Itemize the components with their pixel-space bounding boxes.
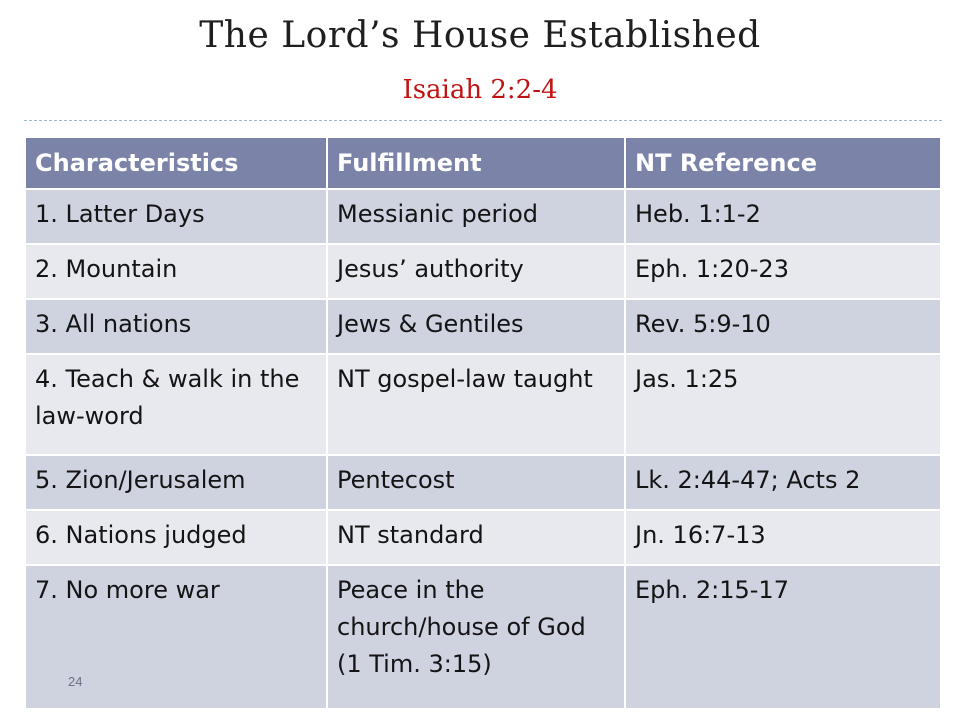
- table-row: 5. Zion/Jerusalem Pentecost Lk. 2:44-47;…: [24, 453, 942, 511]
- table-row: 3. All nations Jews & Gentiles Rev. 5:9-…: [24, 297, 942, 355]
- comparison-table: Characteristics Fulfillment NT Reference…: [24, 136, 942, 711]
- characteristic-cell: 7. No more war: [24, 563, 328, 711]
- fulfillment-cell: Jesus’ authority: [326, 242, 626, 300]
- header-nt-reference: NT Reference: [624, 136, 942, 190]
- characteristic-cell: 3. All nations: [24, 297, 328, 355]
- table-row: 4. Teach & walk in the law-word NT gospe…: [24, 352, 942, 456]
- table-row: 1. Latter Days Messianic period Heb. 1:1…: [24, 188, 942, 245]
- title-divider: [24, 120, 942, 121]
- reference-cell: Lk. 2:44-47; Acts 2: [624, 453, 942, 511]
- characteristic-cell: 4. Teach & walk in the law-word: [24, 352, 328, 456]
- characteristic-cell: 6. Nations judged: [24, 508, 328, 566]
- comparison-table-container: Characteristics Fulfillment NT Reference…: [24, 136, 942, 711]
- characteristic-cell: 5. Zion/Jerusalem: [24, 453, 328, 511]
- table-row: 2. Mountain Jesus’ authority Eph. 1:20-2…: [24, 242, 942, 300]
- header-fulfillment: Fulfillment: [326, 136, 626, 190]
- reference-cell: Eph. 2:15-17: [624, 563, 942, 711]
- table-row: 6. Nations judged NT standard Jn. 16:7-1…: [24, 508, 942, 566]
- fulfillment-cell: Messianic period: [326, 188, 626, 245]
- reference-cell: Jas. 1:25: [624, 352, 942, 456]
- characteristic-cell: 2. Mountain: [24, 242, 328, 300]
- table-header-row: Characteristics Fulfillment NT Reference: [24, 136, 942, 190]
- fulfillment-cell: Peace in the church/house of God (1 Tim.…: [326, 563, 626, 711]
- table-row: 7. No more war Peace in the church/house…: [24, 563, 942, 711]
- fulfillment-cell: Pentecost: [326, 453, 626, 511]
- header-characteristics: Characteristics: [24, 136, 328, 190]
- reference-cell: Heb. 1:1-2: [624, 188, 942, 245]
- fulfillment-cell: Jews & Gentiles: [326, 297, 626, 355]
- characteristic-cell: 1. Latter Days: [24, 188, 328, 245]
- reference-cell: Eph. 1:20-23: [624, 242, 942, 300]
- fulfillment-cell: NT standard: [326, 508, 626, 566]
- reference-cell: Jn. 16:7-13: [624, 508, 942, 566]
- slide-subtitle: Isaiah 2:2-4: [402, 75, 558, 105]
- page-number: 24: [68, 674, 83, 689]
- slide-title: The Lord’s House Established: [199, 15, 761, 56]
- reference-cell: Rev. 5:9-10: [624, 297, 942, 355]
- fulfillment-cell: NT gospel-law taught: [326, 352, 626, 456]
